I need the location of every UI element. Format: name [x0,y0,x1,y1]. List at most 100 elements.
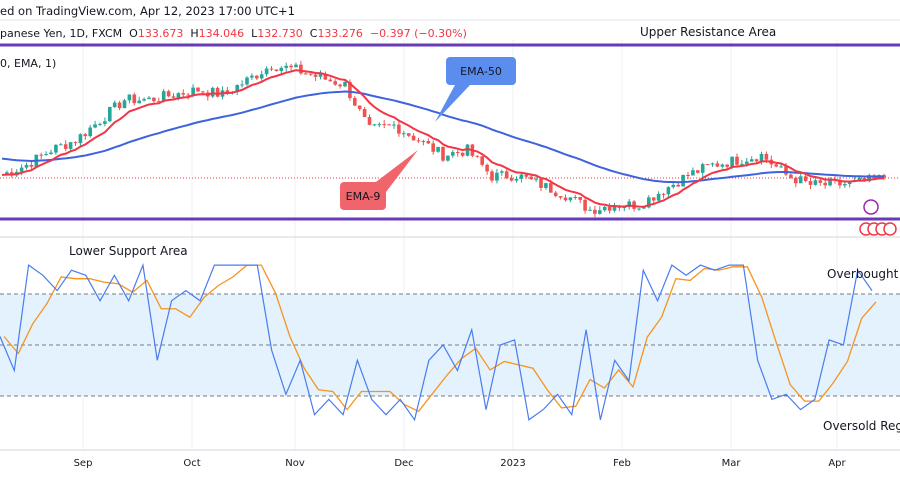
candle [49,152,53,155]
candle [500,171,504,173]
candle [68,142,73,149]
candle [867,175,872,182]
ema50-line [1,90,885,184]
candle [377,124,382,126]
low-value: 132.730 [257,27,303,40]
candle [700,164,705,173]
candle [54,144,58,153]
time-tick-label: Mar [722,458,742,469]
candle [519,174,524,179]
candle [622,207,627,209]
candle [759,153,764,162]
candle [740,163,744,165]
candle [578,197,582,200]
candle [88,127,92,137]
candle [725,164,729,167]
candle [333,81,337,85]
d-line [3,264,877,413]
candle [696,170,700,173]
candle [583,199,587,211]
candle [279,67,284,72]
ema50-pointer [435,85,470,122]
candle [838,180,842,186]
candle [250,75,254,78]
candle [607,206,612,211]
candle [529,176,533,180]
lightning-event-icon [863,199,879,215]
candle [196,87,200,92]
candle [157,101,161,103]
candle [387,124,391,126]
candle [671,184,676,188]
candle [284,65,288,68]
candle [215,87,220,97]
candle [823,182,827,186]
candle [112,102,117,108]
candle [446,155,450,161]
candle [818,180,823,183]
candle [289,65,293,68]
candle [720,164,725,167]
candle [642,207,646,209]
candle [264,68,269,75]
candle [553,192,558,197]
candle [441,146,445,161]
candle [83,134,88,137]
candle [485,164,489,172]
candle [691,170,695,176]
high-label: H [190,27,199,40]
ema50-callout: EMA-50 [446,57,516,85]
candle [44,154,48,156]
candle [524,174,529,177]
k-line [0,262,873,422]
candle [171,96,176,98]
candle [411,135,416,141]
candle [784,166,788,175]
close-label: C [309,27,318,40]
candle [480,156,484,165]
candle [402,133,406,135]
candle [93,124,97,128]
candle [651,197,656,201]
candle [544,183,548,188]
candle [353,98,357,106]
candle [73,142,78,144]
candle [240,84,244,86]
candle [495,172,499,181]
candle [328,79,333,82]
candle [745,161,749,164]
candle [749,159,754,162]
candle [735,156,739,165]
candle [666,187,671,195]
symbol-name: panese Yen, 1D, FXCM [0,27,123,40]
candle [475,155,480,157]
high-value: 134.046 [198,27,245,40]
time-tick-label: Apr [828,458,846,469]
candle [122,100,127,109]
candle [647,197,651,208]
candle [789,174,793,178]
candle [245,77,249,85]
candle [397,124,401,134]
candle [147,97,151,100]
candle [78,134,83,144]
candle [593,209,597,214]
candle [637,208,641,210]
candle [539,178,543,188]
open-value: 133.673 [137,27,184,40]
candle [798,176,803,184]
candle [656,193,661,201]
ema9-pointer [372,150,418,192]
candle [19,167,24,172]
candle [813,180,818,185]
candle [382,124,386,126]
candle [181,93,186,95]
close-value: 133.276 [317,27,363,40]
candle [431,143,435,152]
us-flag-event-icon [883,222,897,236]
candle [857,178,862,180]
candle [304,73,308,75]
candle [774,164,778,167]
candle [764,153,769,160]
